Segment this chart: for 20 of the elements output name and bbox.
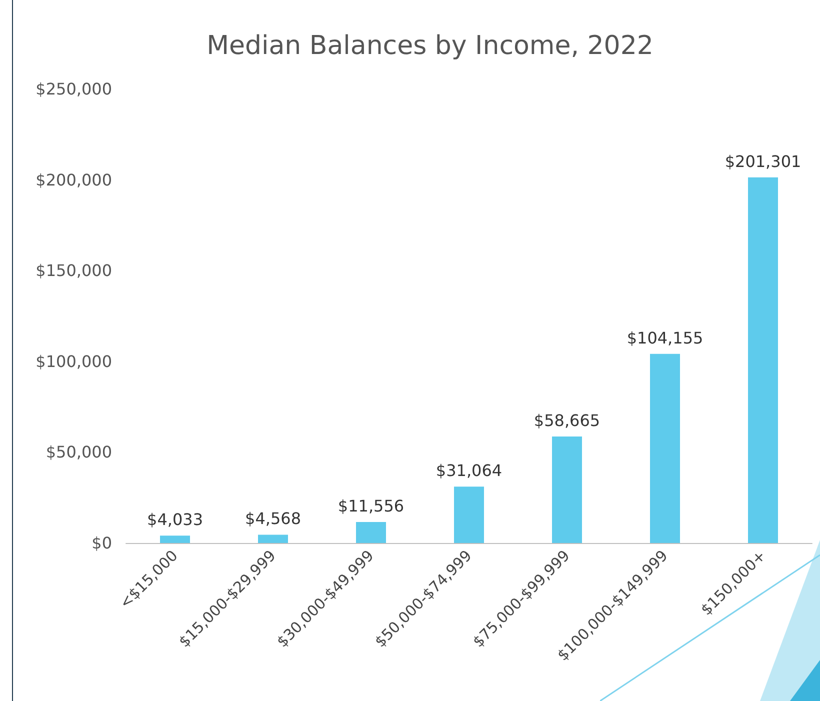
y-tick-label: $250,000 <box>36 80 112 98</box>
data-label: $4,568 <box>245 509 301 528</box>
chart-title: Median Balances by Income, 2022 <box>206 31 654 61</box>
data-label: $11,556 <box>338 496 404 516</box>
bar <box>650 354 680 543</box>
bar <box>454 486 484 543</box>
bar <box>356 522 386 543</box>
data-label: $4,033 <box>147 510 203 530</box>
bar <box>160 536 190 543</box>
y-tick-label: $100,000 <box>36 352 112 371</box>
data-label: $31,064 <box>436 461 502 480</box>
bar <box>552 436 582 543</box>
y-tick-label: $50,000 <box>46 442 112 462</box>
y-tick-label: $200,000 <box>36 170 112 190</box>
data-label: $201,301 <box>724 152 802 171</box>
y-tick-label: $0 <box>92 534 112 552</box>
data-label: $58,665 <box>534 410 600 430</box>
y-tick-label: $150,000 <box>36 261 112 280</box>
bar <box>258 534 288 543</box>
data-label: $104,155 <box>626 328 704 348</box>
